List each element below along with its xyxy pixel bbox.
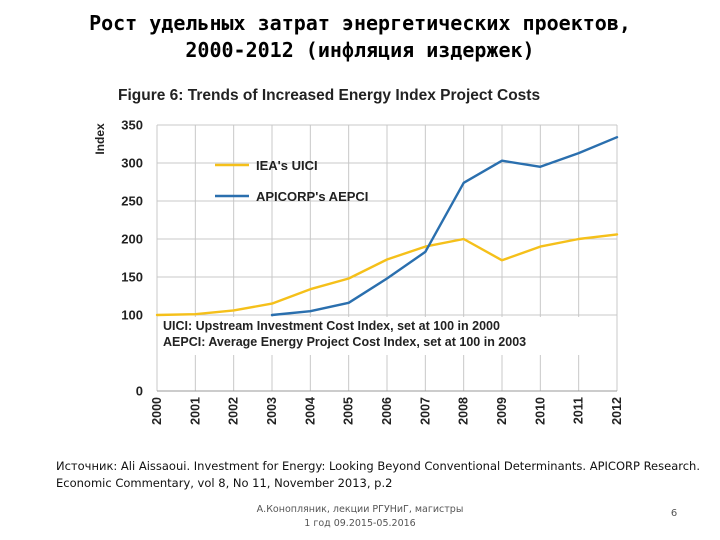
annotation-background bbox=[159, 317, 615, 355]
y-tick-label: 100 bbox=[121, 308, 143, 323]
series-line-1 bbox=[270, 136, 619, 317]
x-tick-label: 2003 bbox=[265, 397, 279, 425]
x-tick-label: 2006 bbox=[380, 397, 394, 425]
chart: IEA's UICI APICORP's AEPCI Figure 6: Tren… bbox=[90, 80, 630, 440]
x-tick-label: 2010 bbox=[533, 397, 547, 425]
y-tick-label: 300 bbox=[121, 156, 143, 171]
source-line-2: Economic Commentary, vol 8, No 11, Novem… bbox=[56, 476, 393, 490]
chart-title: Figure 6: Trends of Increased Energy Ind… bbox=[118, 87, 540, 104]
chart-text: Figure 6: Trends of Increased Energy Ind… bbox=[93, 87, 624, 425]
slide-title-line-2: 2000-2012 (инфляция издержек) bbox=[185, 38, 535, 62]
x-tick-label: 2008 bbox=[457, 397, 471, 425]
y-tick-label: 250 bbox=[121, 194, 143, 209]
line-chart: IEA's UICI APICORP's AEPCI Figure 6: Tren… bbox=[93, 87, 624, 425]
series-lines bbox=[155, 136, 619, 317]
legend-label: APICORP's AEPCI bbox=[256, 189, 368, 204]
x-tick-label: 2001 bbox=[188, 397, 202, 425]
y-tick-label: 0 bbox=[136, 384, 143, 399]
source-line-1: Источник: Ali Aissaoui. Investment for E… bbox=[56, 459, 700, 473]
y-axis-label: Index bbox=[93, 123, 107, 155]
x-tick-label: 2009 bbox=[495, 397, 509, 425]
series-line-0 bbox=[155, 233, 619, 317]
y-tick-label: 150 bbox=[121, 270, 143, 285]
x-tick-label: 2011 bbox=[572, 397, 586, 424]
x-tick-label: 2007 bbox=[418, 397, 432, 425]
y-tick-label: 350 bbox=[121, 118, 143, 133]
legend-label: IEA's UICI bbox=[256, 158, 318, 173]
x-tick-label: 2004 bbox=[303, 397, 317, 425]
annotation-text: AEPCI: Average Energy Project Cost Index… bbox=[163, 335, 526, 349]
annotation-text: UICI: Upstream Investment Cost Index, se… bbox=[163, 319, 500, 333]
footer-author-line-1: А.Конопляник, лекции РГУНиГ, магистры bbox=[256, 504, 464, 515]
page-number: 6 bbox=[670, 508, 678, 519]
x-tick-label: 2000 bbox=[150, 397, 164, 425]
footer-author: А.Конопляник, лекции РГУНиГ, магистры 1 … bbox=[230, 503, 490, 531]
legend: IEA's UICI APICORP's AEPCI bbox=[215, 158, 368, 204]
x-tick-label: 2012 bbox=[610, 397, 624, 425]
x-tick-label: 2005 bbox=[342, 397, 356, 425]
slide-title: Рост удельных затрат энергетических прое… bbox=[0, 10, 720, 64]
y-tick-label: 200 bbox=[121, 232, 143, 247]
source-note: Источник: Ali Aissaoui. Investment for E… bbox=[56, 458, 706, 492]
footer-author-line-2: 1 год 09.2015-05.2016 bbox=[304, 518, 416, 529]
slide-title-line-1: Рост удельных затрат энергетических прое… bbox=[89, 11, 631, 35]
x-tick-label: 2002 bbox=[227, 397, 241, 425]
